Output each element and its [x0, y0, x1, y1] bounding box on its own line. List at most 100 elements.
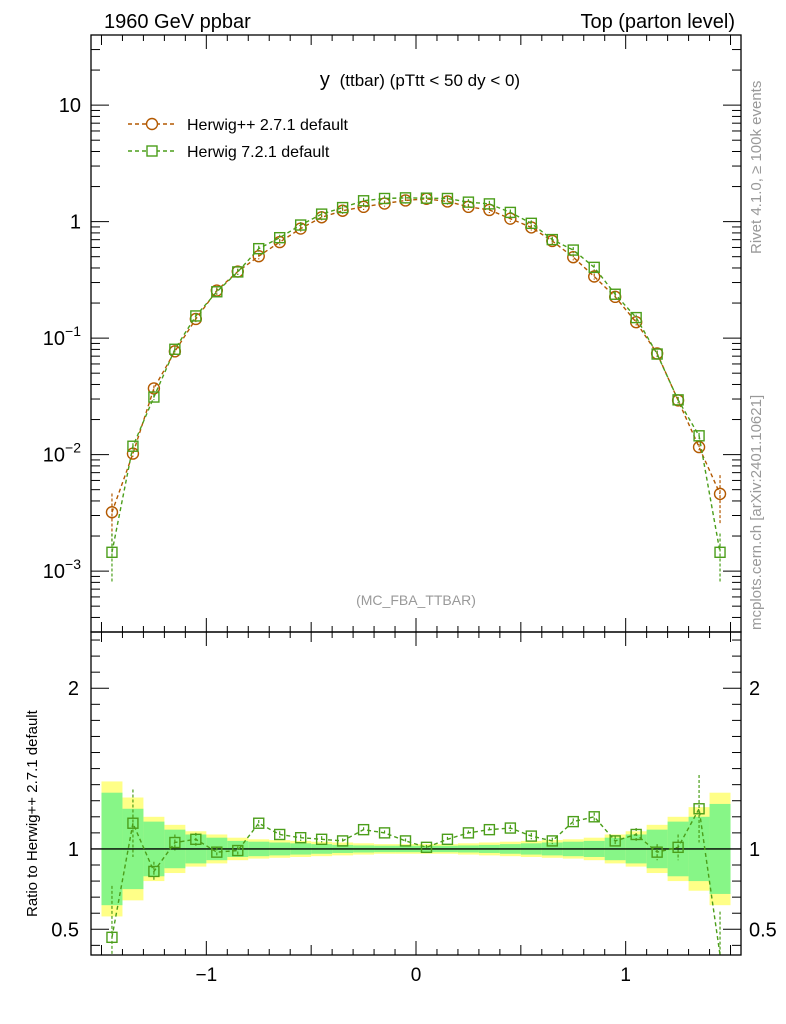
- main-series-layer: [105, 192, 727, 583]
- ratio-series-point: [169, 836, 181, 849]
- series-1-point: [546, 233, 558, 246]
- series-1-point: [441, 192, 454, 205]
- series-0-point: [588, 270, 601, 283]
- y-tick-label-base: 10: [43, 328, 65, 350]
- ratio-series-point: [253, 817, 265, 829]
- series-1-point: [232, 266, 244, 278]
- x-tick-label: −1: [195, 965, 217, 986]
- series-0-point: [692, 440, 706, 454]
- x-tick-label: 0: [411, 965, 422, 986]
- ratio-series-point: [420, 841, 433, 854]
- ratio-series-point: [232, 844, 244, 857]
- ratio-y-tick-label-left: 0.5: [51, 919, 79, 941]
- series-1-point: [148, 391, 160, 403]
- ratio-series-point: [525, 830, 538, 842]
- series-1-point: [672, 394, 684, 406]
- ratio-series-point: [588, 811, 600, 823]
- series-1-point: [630, 311, 642, 324]
- series-1-point: [127, 440, 139, 452]
- rivet-version-label: Rivet 4.1.0, ≥ 100k events: [748, 81, 765, 254]
- series-1-point: [190, 310, 202, 322]
- series-1-point: [693, 430, 705, 442]
- ratio-y-tick-label-left: 1: [68, 839, 79, 861]
- series-1-point: [378, 192, 391, 205]
- series-1-point: [714, 546, 726, 558]
- series-1-point: [420, 192, 433, 204]
- ratio-series-point: [546, 835, 558, 847]
- plot-title-symbol: y: [320, 69, 330, 91]
- series-1-point: [294, 219, 307, 231]
- series-1-point: [315, 208, 328, 220]
- ratio-series-point: [651, 846, 663, 858]
- series-0-point: [252, 249, 265, 263]
- series-1-point: [609, 288, 621, 300]
- y-tick-label: 10−1: [43, 323, 81, 350]
- x-tick-label: 1: [620, 965, 631, 986]
- ratio-series-point: [483, 823, 496, 836]
- series-1-point: [336, 201, 349, 214]
- series-1-point: [525, 217, 538, 230]
- ratio-y-tick-label-right: 0.5: [749, 919, 777, 941]
- series-1-point: [567, 244, 579, 256]
- mcplots-source-label: mcplots.cern.ch [arXiv:2401.10621]: [748, 395, 765, 630]
- analysis-tag: (MC_FBA_TTBAR): [356, 592, 476, 608]
- series-1-point: [588, 261, 600, 274]
- ratio-series-line-0: [111, 806, 721, 956]
- ratio-series-point: [148, 865, 160, 878]
- series-1-point: [253, 242, 265, 255]
- ratio-series-layer: [106, 775, 721, 956]
- legend: Herwig++ 2.7.1 default Herwig 7.2.1 defau…: [128, 117, 349, 161]
- ratio-series-point: [693, 803, 705, 815]
- series-1-point: [106, 546, 118, 558]
- ratio-series-point: [504, 822, 517, 834]
- series-0-point: [105, 506, 119, 519]
- ratio-series-point: [336, 835, 349, 847]
- series-0-point: [357, 200, 370, 214]
- ratio-y-tick-label-right: 1: [749, 839, 760, 861]
- series-1-point: [211, 286, 223, 298]
- series-1-point: [399, 192, 412, 204]
- series-1-point: [462, 196, 475, 208]
- ratio-series-point: [630, 828, 642, 841]
- ratio-series-point: [294, 831, 307, 844]
- ratio-y-tick-label-left: 2: [68, 678, 79, 700]
- ratio-series-point: [274, 828, 286, 841]
- series-0-point: [567, 250, 580, 264]
- legend-marker-0: [145, 117, 159, 131]
- y-tick-label: 1: [70, 212, 81, 234]
- series-0-point: [483, 203, 496, 217]
- ratio-series-point: [211, 846, 223, 858]
- series-1-point: [169, 343, 181, 355]
- ratio-series-point: [567, 815, 579, 828]
- y-tick-label-exponent: −3: [65, 556, 81, 572]
- ratio-series-point: [357, 823, 370, 836]
- axis-ticks: [91, 34, 741, 955]
- ratio-series-point: [399, 835, 412, 847]
- y-tick-label: 10: [59, 95, 81, 117]
- ratio-series-point: [127, 817, 139, 829]
- y-tick-label-base: 10: [43, 445, 65, 467]
- ratio-series-point: [106, 931, 118, 944]
- ratio-series-point: [378, 827, 391, 839]
- y-tick-label-base: 10: [43, 561, 65, 583]
- header-right-label: Top (parton level): [580, 11, 735, 33]
- ratio-series-point: [315, 833, 328, 845]
- header-left-label: 1960 GeV ppbar: [104, 11, 251, 33]
- series-1-point: [357, 195, 370, 207]
- ratio-series-point: [672, 841, 684, 854]
- series-1-point: [504, 206, 517, 219]
- ratio-y-axis-label: Ratio to Herwig++ 2.7.1 default: [24, 709, 41, 917]
- series-1-point: [651, 348, 663, 360]
- ratio-y-tick-label-right: 2: [749, 678, 760, 700]
- ratio-series-point: [462, 827, 475, 839]
- series-1-point: [274, 231, 286, 244]
- series-0-point: [713, 487, 727, 501]
- plot-title-description: (ttbar) (pTtt < 50 dy < 0): [340, 71, 520, 90]
- y-tick-label-exponent: −1: [65, 323, 81, 339]
- ratio-series-point: [441, 833, 454, 845]
- ratio-series-point: [190, 833, 202, 845]
- series-0-point: [147, 382, 161, 395]
